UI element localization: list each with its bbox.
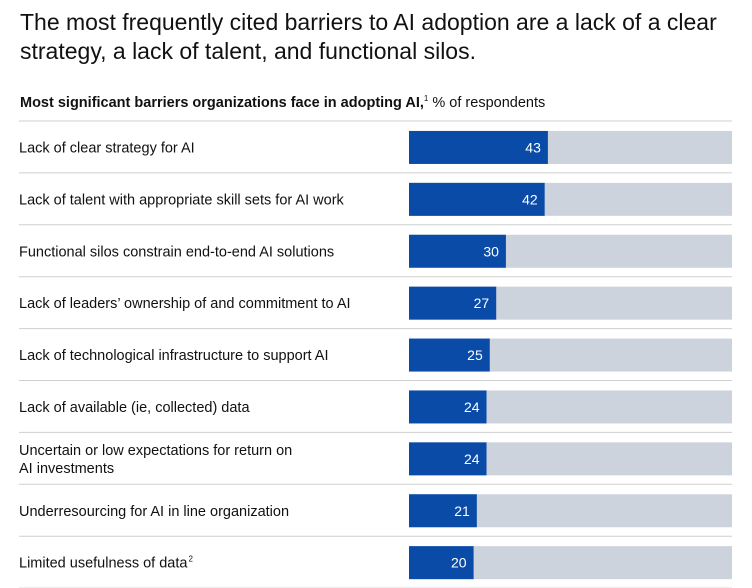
chart-headline: The most frequently cited barriers to AI… (20, 9, 717, 64)
bar-value-label: 21 (454, 503, 470, 519)
bar-value-label: 30 (483, 243, 499, 259)
chart-subtitle: Most significant barriers organizations … (20, 90, 545, 112)
category-label: Lack of available (ie, collected) data (19, 400, 250, 416)
bar (409, 182, 545, 216)
category-label: Lack of leaders’ ownership of and commit… (19, 296, 351, 312)
category-label: Underresourcing for AI in line organizat… (19, 504, 289, 520)
bar (409, 130, 548, 164)
category-label: Lack of technological infrastructure to … (19, 348, 329, 364)
category-label: Uncertain or low expectations for return… (19, 443, 292, 477)
unit-label: % of respondents (432, 95, 546, 111)
bar-value-label: 25 (467, 347, 483, 363)
category-label: Functional silos constrain end-to-end AI… (19, 244, 334, 260)
bar-value-label: 42 (522, 191, 538, 207)
bar-value-label: 24 (464, 399, 480, 415)
bar-value-label: 20 (451, 555, 467, 571)
category-label: Lack of talent with appropriate skill se… (19, 192, 345, 208)
bar (409, 546, 474, 580)
bar-value-label: 43 (525, 139, 541, 155)
category-label: Lack of clear strategy for AI (19, 140, 195, 156)
bar (409, 338, 490, 372)
bar (409, 234, 506, 268)
bar-value-label: 27 (474, 295, 490, 311)
bar (409, 494, 477, 528)
bar (409, 442, 487, 476)
footnote-marker: 1 (423, 94, 429, 103)
bar (409, 390, 487, 424)
bar-value-label: 24 (464, 451, 480, 467)
bar (409, 286, 497, 320)
category-label: Limited usefulness of data2 (19, 555, 193, 572)
chart-title: Most significant barriers organizations … (20, 95, 424, 111)
